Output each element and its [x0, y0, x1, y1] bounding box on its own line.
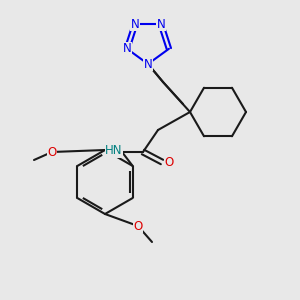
- Text: N: N: [131, 18, 140, 31]
- Text: HN: HN: [105, 145, 123, 158]
- Text: N: N: [123, 42, 131, 55]
- Text: O: O: [134, 220, 142, 232]
- Text: N: N: [157, 18, 165, 31]
- Text: O: O: [164, 155, 174, 169]
- Text: O: O: [47, 146, 57, 158]
- Text: N: N: [144, 58, 152, 70]
